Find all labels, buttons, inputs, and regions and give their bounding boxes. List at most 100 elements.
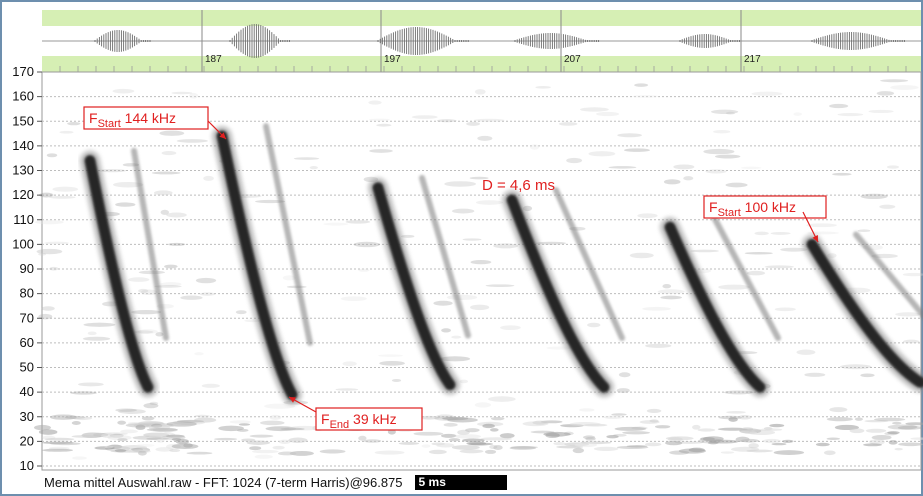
noise-blob <box>574 442 598 448</box>
noise-blob <box>773 450 805 455</box>
noise-blob <box>194 417 217 423</box>
noise-blob <box>569 421 601 427</box>
annotation-label: FStart 100 kHz <box>709 199 796 219</box>
noise-blob <box>117 438 128 442</box>
noise-blob <box>235 310 247 315</box>
noise-blob <box>289 450 314 456</box>
annotation: FStart 100 kHz <box>703 195 827 243</box>
noise-blob <box>358 268 370 272</box>
y-tick-label: 30 <box>20 409 34 424</box>
noise-blob <box>141 416 155 421</box>
noise-blob <box>72 416 93 421</box>
noise-blob <box>839 364 872 370</box>
noise-blob <box>288 437 308 443</box>
waveform-overview[interactable]: 187 197 207 217 <box>42 10 921 72</box>
noise-blob <box>754 231 769 236</box>
noise-blob <box>796 349 816 355</box>
noise-blob <box>804 372 826 377</box>
noise-blob <box>465 428 480 433</box>
noise-blob <box>441 328 451 333</box>
noise-blob <box>726 410 746 414</box>
noise-blob <box>637 213 658 219</box>
noise-blob <box>879 204 896 209</box>
noise-blob <box>199 292 216 296</box>
harmonic-trace <box>419 174 471 339</box>
noise-blob <box>510 445 538 449</box>
noise-blob <box>138 288 149 293</box>
noise-blob <box>194 414 210 418</box>
noise-blob <box>474 402 492 408</box>
noise-blob <box>535 86 551 89</box>
noise-blob <box>690 249 720 253</box>
noise-blob <box>428 449 447 455</box>
noise-blob <box>536 241 567 245</box>
noise-blob <box>195 277 217 284</box>
noise-blob <box>774 307 796 312</box>
noise-blob <box>115 202 136 207</box>
noise-blob <box>278 439 291 445</box>
noise-blob <box>70 391 97 395</box>
noise-blob <box>280 427 305 431</box>
noise-blob <box>236 428 249 432</box>
noise-blob <box>160 282 182 287</box>
y-tick-label: 50 <box>20 360 34 375</box>
noise-blob <box>229 420 251 424</box>
noise-blob <box>128 277 150 282</box>
noise-blob <box>398 442 420 445</box>
noise-blob <box>493 445 503 451</box>
call-core <box>664 221 766 393</box>
noise-blob <box>171 437 182 441</box>
noise-blob <box>433 300 453 306</box>
plot-area[interactable]: 170 160 150 140 130 120 110 100 90 80 70 60 50 40 30 20… <box>12 64 923 473</box>
noise-blob <box>887 424 918 430</box>
noise-blob <box>374 450 405 455</box>
noise-blob <box>254 454 273 459</box>
noise-blob <box>860 193 888 200</box>
noise-blob <box>143 403 159 409</box>
call-core <box>506 194 610 393</box>
noise-blob <box>905 422 923 426</box>
noise-blob <box>910 437 923 440</box>
noise-blob <box>897 425 923 430</box>
noise-blob <box>480 437 512 441</box>
noise-blob <box>67 122 81 126</box>
noise-blob <box>189 92 199 99</box>
noise-blob <box>459 449 484 454</box>
noise-blob <box>203 175 214 181</box>
noise-blob <box>860 373 875 378</box>
noise-blob <box>477 135 493 141</box>
call-core <box>216 130 298 401</box>
overview-tick-label: 207 <box>564 54 581 65</box>
noise-blob <box>572 447 585 454</box>
noise-blob <box>579 107 609 112</box>
noise-blob <box>618 372 631 378</box>
noise-blob <box>470 304 490 311</box>
noise-blob <box>201 383 220 388</box>
noise-blob <box>579 408 595 412</box>
noise-blob <box>379 360 405 366</box>
harmonic-trace <box>131 147 169 341</box>
noise-blob <box>532 420 548 425</box>
noise-blob <box>36 248 63 255</box>
noise-blob <box>353 241 381 248</box>
noise-blob <box>459 379 469 384</box>
noise-blob <box>131 309 162 315</box>
noise-blob <box>413 431 444 436</box>
noise-blob <box>72 456 87 460</box>
noise-blob <box>746 270 765 276</box>
noise-blob <box>118 409 146 414</box>
noise-blob <box>815 442 830 447</box>
noise-blob <box>135 443 155 447</box>
noise-blob <box>41 306 55 311</box>
noise-blob <box>616 388 630 393</box>
annotation: FStart 144 kHz <box>83 106 227 140</box>
noise-blob <box>603 415 623 420</box>
annotation-arrowhead <box>219 132 226 139</box>
noise-blob <box>629 252 654 259</box>
overview-tick-label: 197 <box>384 54 401 65</box>
noise-blob <box>473 118 505 122</box>
noise-blob <box>741 166 762 170</box>
call-core <box>84 155 154 393</box>
noise-blob <box>646 408 662 413</box>
